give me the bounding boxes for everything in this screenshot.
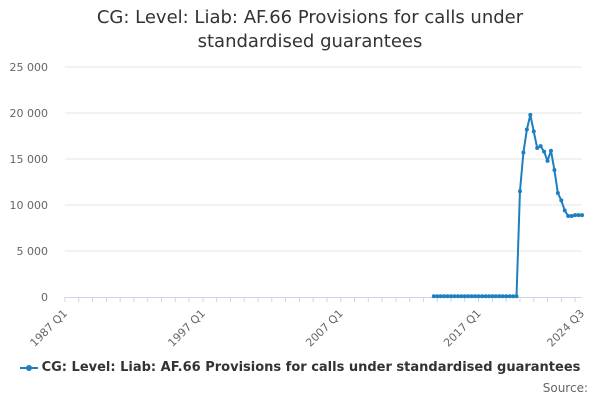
data-point[interactable] — [435, 294, 440, 299]
data-point[interactable] — [562, 208, 567, 213]
data-point[interactable] — [497, 294, 502, 299]
y-tick-label: 5 000 — [17, 245, 49, 258]
data-point[interactable] — [548, 148, 553, 153]
data-point[interactable] — [524, 127, 529, 132]
grid-lines — [65, 66, 582, 252]
data-point[interactable] — [521, 150, 526, 155]
data-point[interactable] — [555, 191, 560, 196]
y-tick-label: 15 000 — [10, 153, 49, 166]
data-point[interactable] — [531, 129, 536, 134]
data-point[interactable] — [576, 213, 581, 218]
chart-title: CG: Level: Liab: AF.66 Provisions for ca… — [96, 7, 524, 52]
data-point[interactable] — [469, 294, 474, 299]
data-point[interactable] — [500, 294, 505, 299]
data-point[interactable] — [459, 294, 464, 299]
x-axis — [64, 297, 582, 302]
x-tick-label: 2007 Q1 — [303, 307, 346, 350]
x-tick-label: 2017 Q1 — [441, 307, 484, 350]
data-point[interactable] — [449, 294, 454, 299]
data-point[interactable] — [438, 294, 443, 299]
x-axis-labels: 1987 Q1 1997 Q1 2007 Q1 2017 Q1 2024 Q3 — [28, 307, 588, 350]
data-point[interactable] — [559, 198, 564, 203]
data-point[interactable] — [431, 294, 436, 299]
data-point[interactable] — [507, 294, 512, 299]
data-point[interactable] — [442, 294, 447, 299]
y-axis-labels: 0 5 000 10 000 15 000 20 000 25 000 — [10, 61, 49, 304]
data-point[interactable] — [538, 144, 543, 149]
y-tick-label: 10 000 — [10, 199, 49, 212]
data-point[interactable] — [462, 294, 467, 299]
data-point[interactable] — [466, 294, 471, 299]
x-tick-label: 1997 Q1 — [165, 307, 208, 350]
y-tick-label: 0 — [41, 291, 48, 304]
legend-marker — [19, 363, 38, 373]
data-point[interactable] — [483, 294, 488, 299]
data-point[interactable] — [580, 213, 584, 218]
data-point[interactable] — [573, 213, 578, 218]
data-point[interactable] — [517, 189, 522, 194]
data-point[interactable] — [455, 294, 460, 299]
data-point[interactable] — [566, 214, 571, 219]
data-point[interactable] — [511, 294, 516, 299]
x-tick-label: 1987 Q1 — [28, 307, 71, 350]
data-point[interactable] — [514, 294, 519, 299]
data-point[interactable] — [445, 294, 450, 299]
data-point[interactable] — [552, 168, 557, 173]
data-point[interactable] — [452, 294, 457, 299]
series-1[interactable] — [431, 112, 584, 299]
data-point[interactable] — [473, 294, 478, 299]
legend-label: CG: Level: Liab: AF.66 Provisions for ca… — [41, 360, 581, 375]
y-tick-label: 20 000 — [10, 107, 49, 120]
data-point[interactable] — [480, 294, 485, 299]
source-label: Source: — [542, 381, 588, 395]
data-point[interactable] — [476, 294, 481, 299]
data-point[interactable] — [490, 294, 495, 299]
series-line[interactable] — [433, 113, 582, 298]
data-point[interactable] — [486, 294, 491, 299]
data-point[interactable] — [569, 214, 574, 219]
data-point[interactable] — [535, 145, 540, 150]
y-tick-label: 25 000 — [10, 61, 49, 74]
data-point[interactable] — [542, 149, 547, 154]
legend[interactable]: CG: Level: Liab: AF.66 Provisions for ca… — [0, 360, 600, 375]
data-point[interactable] — [545, 158, 550, 163]
x-tick-label: 2024 Q3 — [545, 307, 588, 350]
data-point[interactable] — [528, 112, 533, 117]
data-point[interactable] — [493, 294, 498, 299]
data-point[interactable] — [504, 294, 509, 299]
